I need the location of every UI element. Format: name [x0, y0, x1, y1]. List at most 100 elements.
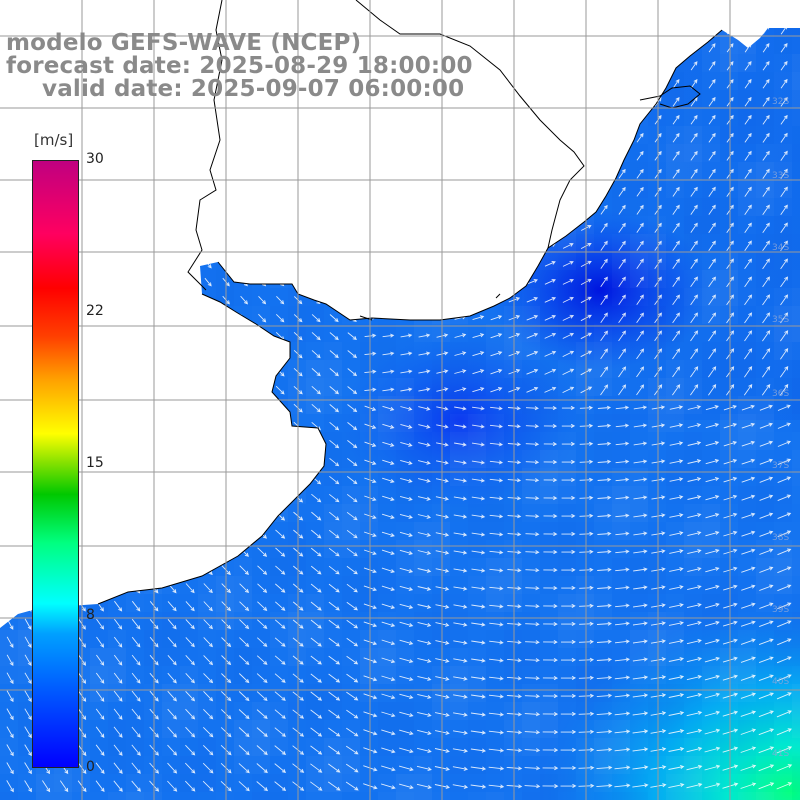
grid-cell — [252, 432, 270, 450]
grid-cell — [522, 792, 540, 800]
grid-cell — [468, 522, 486, 540]
wind-arrow — [382, 477, 395, 483]
wind-arrow — [668, 693, 685, 698]
wind-arrow — [203, 673, 214, 684]
grid-cell — [216, 522, 234, 540]
grid-cell — [108, 504, 126, 522]
grid-cell — [180, 774, 198, 792]
wind-arrow — [761, 384, 771, 396]
wind-arrow — [562, 368, 575, 376]
grid-cell — [180, 468, 198, 486]
grid-cell — [684, 90, 702, 108]
grid-cell — [594, 396, 612, 414]
wind-arrow — [780, 28, 788, 35]
wind-arrow — [686, 656, 703, 663]
grid-cell — [684, 486, 702, 504]
grid-cell — [144, 684, 162, 702]
wind-arrow — [525, 550, 540, 555]
wind-arrow — [168, 313, 176, 323]
wind-arrow — [472, 261, 485, 267]
wind-arrow — [687, 549, 702, 555]
grid-cell — [666, 432, 684, 450]
wind-arrow — [418, 207, 430, 212]
wind-arrow — [471, 586, 486, 591]
wind-arrow — [614, 657, 631, 662]
wind-arrow — [381, 747, 396, 754]
wind-arrow — [600, 133, 608, 143]
wind-arrow — [686, 638, 702, 645]
grid-cell — [666, 126, 684, 144]
wind-arrow — [328, 691, 341, 701]
grid-cell — [378, 558, 396, 576]
wind-arrow — [455, 135, 466, 140]
grid-cell — [684, 198, 702, 216]
grid-cell — [90, 684, 108, 702]
lat-label-1: 32S — [772, 97, 789, 107]
grid-cell — [792, 774, 800, 792]
wind-arrow — [381, 513, 395, 519]
grid-cell — [324, 216, 342, 234]
grid-cell — [630, 702, 648, 720]
grid-cell — [162, 0, 180, 18]
grid-cell — [666, 0, 684, 18]
grid-cell — [414, 306, 432, 324]
wind-arrow — [131, 726, 141, 738]
wind-arrow — [596, 765, 613, 770]
wind-arrow — [204, 277, 212, 287]
grid-cell — [630, 252, 648, 270]
wind-arrow — [348, 170, 357, 178]
wind-arrow — [453, 604, 468, 609]
grid-cell — [198, 468, 216, 486]
wind-arrow — [471, 676, 486, 681]
wind-arrow — [382, 441, 395, 447]
grid-cell — [108, 270, 126, 288]
grid-cell — [486, 36, 504, 54]
grid-cell — [558, 576, 576, 594]
grid-cell — [288, 180, 306, 198]
wind-arrow — [704, 656, 721, 663]
wind-arrow — [258, 331, 267, 341]
wind-arrow — [669, 603, 684, 608]
grid-cell — [144, 612, 162, 630]
grid-cell — [198, 684, 216, 702]
grid-cell — [342, 108, 360, 126]
wind-arrow — [636, 366, 645, 378]
wind-arrow — [347, 278, 357, 287]
wind-arrow — [560, 693, 577, 698]
wind-arrow — [25, 116, 31, 125]
grid-cell — [558, 612, 576, 630]
grid-cell — [576, 270, 594, 288]
grid-cell — [486, 126, 504, 144]
wind-arrow — [311, 242, 321, 251]
grid-cell — [486, 612, 504, 630]
grid-cell — [234, 162, 252, 180]
wind-arrow — [672, 114, 680, 125]
wind-arrow — [238, 781, 250, 792]
grid-cell — [324, 180, 342, 198]
grid-cell — [792, 612, 800, 630]
grid-cell — [144, 288, 162, 306]
wind-arrow — [705, 548, 720, 555]
grid-cell — [0, 576, 18, 594]
grid-cell — [396, 234, 414, 252]
grid-cell — [648, 540, 666, 558]
wind-arrow — [453, 712, 468, 717]
grid-cell — [414, 594, 432, 612]
wind-arrow — [686, 620, 702, 627]
wind-arrow — [346, 655, 359, 665]
grid-cell — [144, 630, 162, 648]
grid-cell — [540, 522, 558, 540]
wind-arrow — [596, 621, 612, 626]
grid-cell — [576, 450, 594, 468]
grid-cell — [270, 432, 288, 450]
grid-cell — [0, 450, 18, 468]
wind-arrow — [491, 99, 502, 104]
grid-cell — [486, 54, 504, 72]
wind-arrow — [618, 222, 626, 233]
wind-arrow — [744, 330, 753, 342]
wind-arrow — [167, 601, 177, 612]
grid-cell — [0, 738, 18, 756]
wind-arrow — [453, 658, 468, 663]
wind-arrow — [708, 240, 716, 251]
grid-cell — [378, 738, 396, 756]
